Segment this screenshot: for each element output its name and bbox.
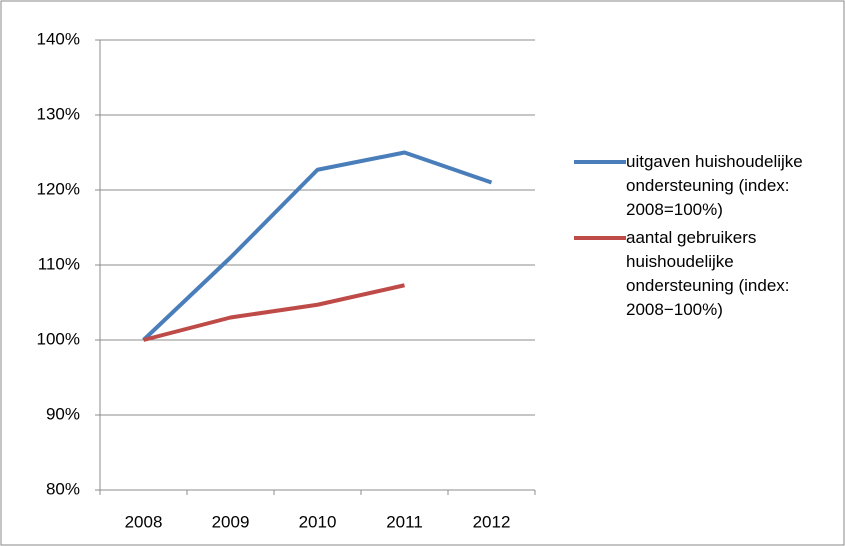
y-tick-label: 80%: [46, 479, 80, 498]
legend-swatch: [574, 160, 626, 164]
legend-label: uitgaven huishoudelijke ondersteuning (i…: [626, 152, 803, 219]
x-tick-label: 2008: [125, 512, 163, 531]
legend: uitgaven huishoudelijke ondersteuning (i…: [574, 150, 834, 326]
y-tick-label: 140%: [37, 29, 80, 48]
data-line: [142, 283, 405, 342]
legend-swatch: [574, 236, 626, 240]
legend-label: aantal gebruikers huishoudelijke onderst…: [626, 228, 790, 319]
y-tick-label: 130%: [37, 104, 80, 123]
y-tick-label: 110%: [38, 254, 80, 273]
legend-entry: aantal gebruikers huishoudelijke onderst…: [574, 226, 834, 322]
y-tick-label: 100%: [37, 329, 80, 348]
legend-entry: uitgaven huishoudelijke ondersteuning (i…: [574, 150, 834, 222]
y-tick-label: 120%: [37, 179, 80, 198]
x-tick-label: 2012: [473, 512, 511, 531]
data-line: [142, 150, 493, 342]
y-tick-label: 90%: [46, 404, 80, 423]
x-tick-label: 2010: [299, 512, 337, 531]
x-tick-label: 2009: [212, 512, 250, 531]
x-tick-label: 2011: [386, 512, 423, 531]
